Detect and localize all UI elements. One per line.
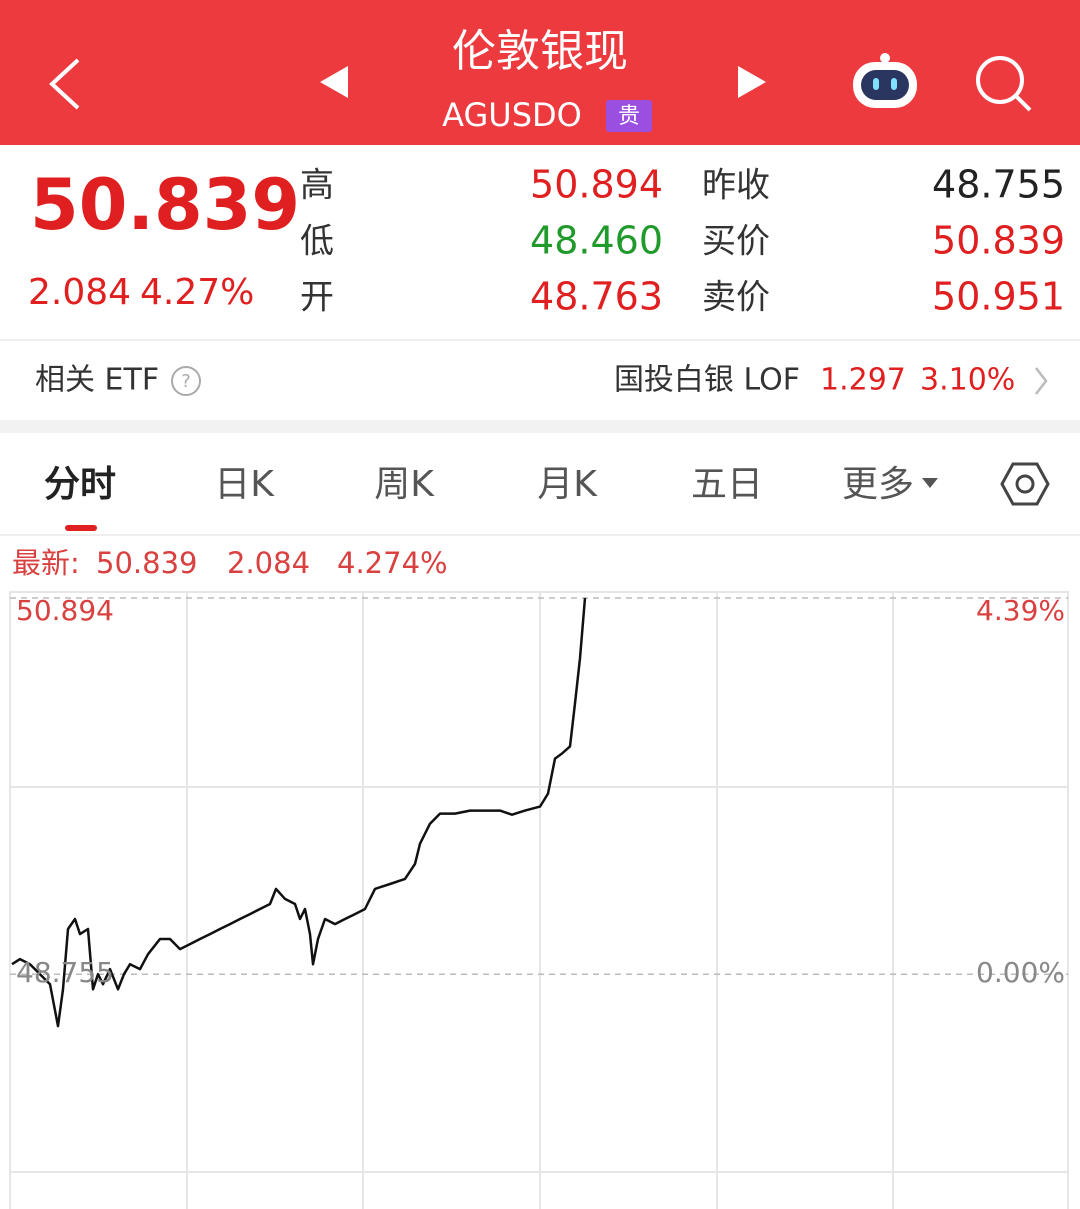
- badge-bg: [606, 100, 652, 132]
- stat-value: 50.951: [932, 275, 1065, 319]
- stat-label: 昨收: [702, 166, 770, 206]
- price-line: [11, 597, 587, 1028]
- stat-value: 50.839: [932, 219, 1065, 263]
- title: 伦敦银现: [452, 26, 628, 77]
- stat-label: 开: [300, 278, 334, 318]
- etf-label: 相关 ETF: [35, 363, 159, 398]
- etf-chevron[interactable]: [1035, 367, 1048, 395]
- change: 2.084: [28, 272, 131, 313]
- y2-tick-label: 0.00%: [976, 956, 1065, 989]
- latest-change-pct: 4.274%: [337, 546, 448, 580]
- stat-label: 卖价: [702, 278, 770, 318]
- stat-label: 高: [300, 166, 334, 206]
- stat-label: 买价: [702, 222, 770, 262]
- etf-price: 1.297: [820, 363, 906, 398]
- chart: 50.894 48.755 4.39% 0.00%: [9, 591, 1069, 1209]
- price: 50.839: [30, 164, 300, 246]
- search-button[interactable]: [976, 56, 1032, 112]
- tab[interactable]: 分时: [44, 464, 116, 505]
- svg-text:?: ?: [181, 371, 191, 392]
- stat-value: 50.894: [530, 163, 663, 207]
- prev-button[interactable]: [320, 66, 348, 98]
- next-button[interactable]: [738, 66, 766, 98]
- stat-label: 低: [300, 222, 334, 262]
- settings-icon[interactable]: [1000, 462, 1050, 506]
- tab[interactable]: 五日: [691, 464, 763, 505]
- robot-icon[interactable]: [853, 53, 917, 108]
- y-tick-label: 48.755: [16, 956, 114, 989]
- code: AGUSDO: [442, 96, 582, 134]
- dropdown-arrow: [922, 478, 938, 488]
- stat-value: 48.460: [530, 219, 663, 263]
- change-pct: 4.27%: [140, 272, 254, 313]
- stat-value: 48.763: [530, 275, 663, 319]
- stat-value: 48.755: [932, 163, 1065, 207]
- y2-tick-label: 4.39%: [976, 594, 1065, 627]
- tab[interactable]: 周K: [374, 464, 435, 505]
- badge: 贵: [618, 104, 640, 129]
- etf-name[interactable]: 国投白银 LOF: [614, 363, 800, 398]
- tab[interactable]: 月K: [537, 464, 598, 505]
- tabs: 分时 日K 周K 月K 五日 更多: [44, 464, 938, 505]
- back-button[interactable]: [49, 58, 80, 110]
- section-gap: [0, 420, 1080, 433]
- y-tick-label: 50.894: [16, 594, 114, 627]
- tab[interactable]: 更多: [842, 464, 914, 505]
- help-icon[interactable]: ?: [171, 366, 201, 396]
- latest-price: 50.839: [96, 546, 197, 580]
- tab[interactable]: 日K: [214, 464, 275, 505]
- latest-change: 2.084: [227, 546, 310, 580]
- latest-label: 最新:: [12, 546, 80, 580]
- stats: 高 50.894 低 48.460 开 48.763 昨收 48.755 买价 50.839 卖价 5…: [300, 163, 1065, 319]
- etf-change: 3.10%: [920, 363, 1015, 398]
- tab-indicator: [65, 525, 97, 531]
